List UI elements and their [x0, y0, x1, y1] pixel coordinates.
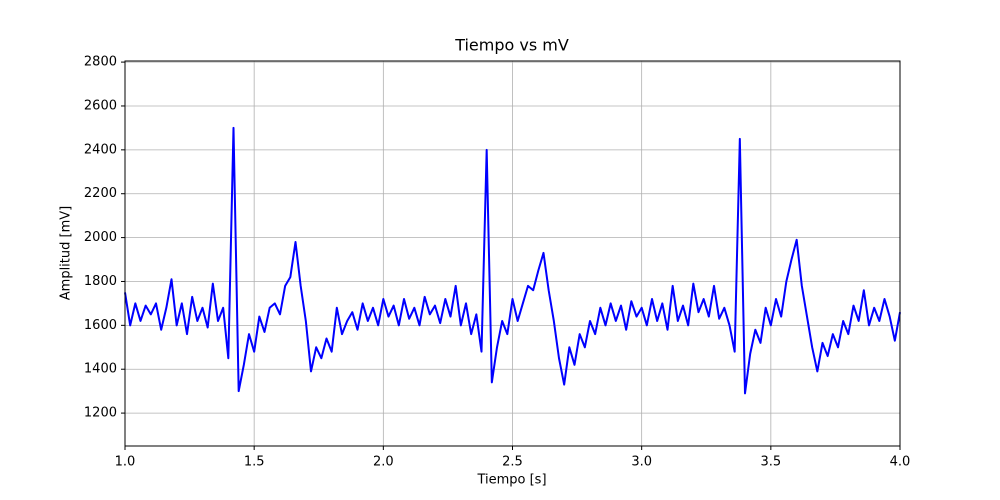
x-tick-label: 2.0: [373, 455, 394, 470]
y-tick-label: 1200: [84, 406, 117, 421]
x-tick-label: 1.0: [115, 455, 136, 470]
x-tick-label: 2.5: [502, 455, 523, 470]
y-tick-label: 2000: [84, 230, 117, 245]
y-tick-label: 1400: [84, 362, 117, 377]
y-axis-label: Amplitud [mV]: [59, 206, 74, 300]
y-tick-label: 2600: [84, 98, 117, 113]
chart-title: Tiempo vs mV: [454, 36, 569, 55]
x-tick-label: 4.0: [890, 455, 911, 470]
x-axis-label: Tiempo [s]: [476, 473, 546, 488]
plot-frame: [124, 60, 901, 447]
x-tick-label: 3.0: [631, 455, 652, 470]
y-tick-label: 2800: [84, 55, 117, 70]
y-tick-label: 2200: [84, 186, 117, 201]
data-line: [124, 126, 901, 395]
x-tick-label: 3.5: [760, 455, 781, 470]
y-tick-label: 1600: [84, 318, 117, 333]
y-tick-label: 1800: [84, 274, 117, 289]
y-tick-label: 2400: [84, 142, 117, 157]
x-tick-label: 1.5: [244, 455, 265, 470]
